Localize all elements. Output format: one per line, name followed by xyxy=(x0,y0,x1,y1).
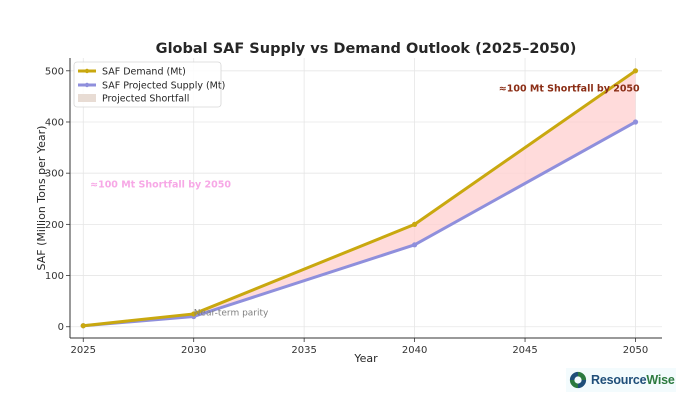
logo-text-resource: Resource xyxy=(591,373,647,387)
series-layer xyxy=(80,68,639,329)
x-tick-label: 2045 xyxy=(512,345,537,356)
shortfall-area xyxy=(83,70,636,326)
y-tick-label: 0 xyxy=(58,322,64,333)
legend-marker xyxy=(84,68,90,74)
annotation-shortfall-ghost: ≈100 Mt Shortfall by 2050 xyxy=(90,179,231,190)
annotation-shortfall-main: ≈100 Mt Shortfall by 2050 xyxy=(499,84,640,95)
legend-box xyxy=(73,61,222,108)
supply-point xyxy=(411,242,418,248)
demand-point xyxy=(632,68,639,74)
legend: SAF Demand (Mt) SAF Projected Supply (Mt)… xyxy=(73,61,225,108)
logo-text-wise: Wise xyxy=(646,373,675,387)
legend-label-shortfall: Projected Shortfall xyxy=(102,94,189,105)
y-tick-label: 300 xyxy=(45,169,64,180)
legend-label-supply: SAF Projected Supply (Mt) xyxy=(102,81,225,92)
x-tick-label: 2030 xyxy=(181,345,206,356)
x-tick-label: 2040 xyxy=(402,345,427,356)
legend-marker xyxy=(84,82,90,88)
annotations: ≈100 Mt Shortfall by 2050 ≈100 Mt Shortfa… xyxy=(90,84,640,319)
demand-line xyxy=(81,69,637,328)
y-axis-label: SAF (Million Tons per Year) xyxy=(35,126,48,271)
demand-point xyxy=(191,311,197,317)
resourcewise-logo: ResourceWise xyxy=(566,368,676,392)
x-tick-label: 2025 xyxy=(71,345,96,356)
y-tick-label: 400 xyxy=(45,117,64,128)
demand-point xyxy=(411,221,418,227)
axes xyxy=(69,58,662,339)
y-tick-label: 100 xyxy=(45,271,64,282)
legend-label-demand: SAF Demand (Mt) xyxy=(102,67,186,78)
shortfall-area-layer xyxy=(83,70,636,326)
annotation-parity: Near-term parity xyxy=(194,308,269,318)
legend-swatch-shortfall xyxy=(78,94,96,102)
ticks: 2025 2030 2035 2040 2045 2050 0 100 200 300 400 500 xyxy=(45,66,648,356)
chart-title: Global SAF Supply vs Demand Outlook (202… xyxy=(156,41,577,57)
y-tick-label: 200 xyxy=(45,220,64,231)
y-tick-label: 500 xyxy=(45,66,64,77)
x-tick-label: 2035 xyxy=(291,345,316,356)
demand-point xyxy=(80,323,86,329)
x-axis-label: Year xyxy=(353,352,378,365)
supply-point xyxy=(632,119,639,125)
resourcewise-logo-icon xyxy=(569,371,587,389)
logo-text: ResourceWise xyxy=(591,373,675,387)
x-tick-label: 2050 xyxy=(623,345,648,356)
